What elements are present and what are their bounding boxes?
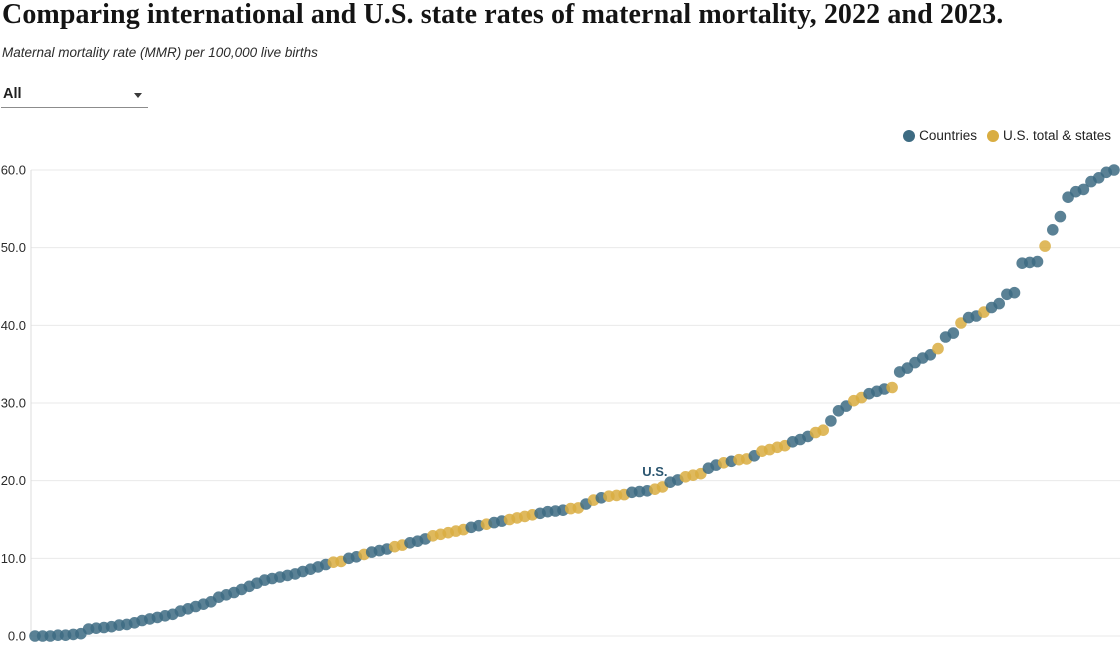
data-point-us[interactable]: [886, 381, 898, 394]
chart-legend: Countries U.S. total & states: [903, 128, 1111, 143]
data-point-country[interactable]: [1047, 224, 1059, 236]
data-point-us[interactable]: [932, 342, 944, 355]
chart-title: Comparing international and U.S. state r…: [2, 0, 1004, 30]
data-point-country[interactable]: [1031, 255, 1044, 268]
legend-item-countries: Countries: [903, 128, 977, 143]
legend-swatch-icon: [903, 129, 916, 142]
data-point-country[interactable]: [825, 415, 837, 427]
chart-subtitle: Maternal mortality rate (MMR) per 100,00…: [2, 45, 318, 60]
y-axis-tick-label: 60.0: [1, 163, 26, 178]
data-point-us[interactable]: [1039, 240, 1051, 252]
y-axis-tick-label: 0.0: [8, 629, 26, 644]
chevron-down-icon: [134, 93, 142, 98]
legend-label: U.S. total & states: [1002, 128, 1111, 143]
legend-swatch-icon: [986, 129, 999, 142]
data-point-country[interactable]: [1008, 286, 1021, 299]
data-point-country[interactable]: [1054, 210, 1067, 223]
y-axis-tick-label: 10.0: [1, 551, 26, 566]
data-point-country[interactable]: [1077, 183, 1090, 196]
data-point-country[interactable]: [993, 297, 1005, 310]
legend-item-u-s-total-states: U.S. total & states: [986, 128, 1111, 143]
y-axis-tick-label: 40.0: [1, 318, 26, 333]
us-annotation-label: U.S.: [642, 464, 667, 479]
y-axis-tick-label: 30.0: [1, 396, 26, 411]
filter-dropdown[interactable]: All: [1, 85, 148, 108]
scatter-chart[interactable]: 0.0 10.0 20.0 30.0 40.0 50.0 60.0 U.S.: [0, 160, 1120, 647]
data-point-country[interactable]: [924, 349, 937, 361]
data-point-us[interactable]: [817, 424, 829, 437]
legend-label: Countries: [919, 128, 977, 143]
data-point-country[interactable]: [1108, 164, 1120, 176]
data-point-country[interactable]: [947, 327, 960, 339]
y-axis-tick-label: 20.0: [1, 473, 26, 488]
filter-selected-value: All: [3, 86, 22, 102]
y-axis-tick-label: 50.0: [1, 240, 26, 255]
